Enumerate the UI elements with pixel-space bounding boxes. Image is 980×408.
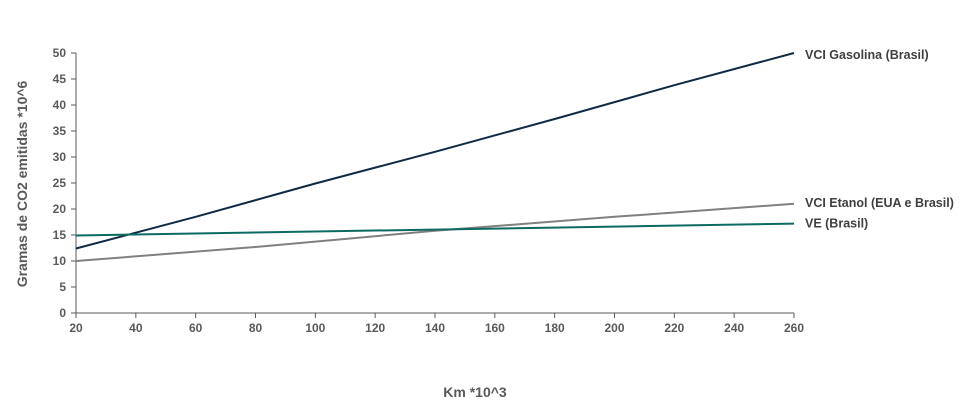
- series-label: VCI Gasolina (Brasil): [805, 48, 929, 62]
- y-tick-label: 10: [53, 254, 67, 268]
- y-tick-label: 40: [53, 98, 67, 112]
- series-label: VE (Brasil): [805, 217, 868, 231]
- x-tick-label: 40: [129, 321, 143, 335]
- x-tick-label: 20: [69, 321, 83, 335]
- y-axis-title: Gramas de CO2 emitidas *10^6: [14, 80, 30, 287]
- y-tick-label: 25: [53, 176, 67, 190]
- series-line: [75, 202, 795, 262]
- series-line: [75, 52, 795, 250]
- plot-area: 20 40 60 80 100 120 140 160 180 200 220 240 260 0 5 10 1…: [53, 46, 954, 335]
- y-tick-label: 50: [53, 46, 67, 60]
- x-tick-label: 140: [425, 321, 445, 335]
- x-tick-label: 240: [724, 321, 744, 335]
- y-tick-label: 20: [53, 202, 67, 216]
- x-tick-label: 100: [305, 321, 325, 335]
- x-tick-label: 80: [249, 321, 263, 335]
- x-tick-label: 60: [189, 321, 203, 335]
- y-tick-label: 5: [59, 280, 66, 294]
- y-tick-label: 30: [53, 150, 67, 164]
- x-tick-label: 260: [784, 321, 804, 335]
- x-tick-label: 220: [664, 321, 684, 335]
- y-tick-label: 35: [53, 124, 67, 138]
- y-tick-label: 15: [53, 228, 67, 242]
- x-axis-title: Km *10^3: [443, 384, 507, 400]
- series-label: VCI Etanol (EUA e Brasil): [805, 196, 954, 210]
- y-tick-label: 45: [53, 72, 67, 86]
- x-tick-label: 180: [545, 321, 565, 335]
- x-tick-label: 120: [365, 321, 385, 335]
- series-line: [75, 222, 795, 237]
- y-tick-label: 0: [59, 306, 66, 320]
- x-tick-label: 200: [604, 321, 624, 335]
- x-tick-label: 160: [485, 321, 505, 335]
